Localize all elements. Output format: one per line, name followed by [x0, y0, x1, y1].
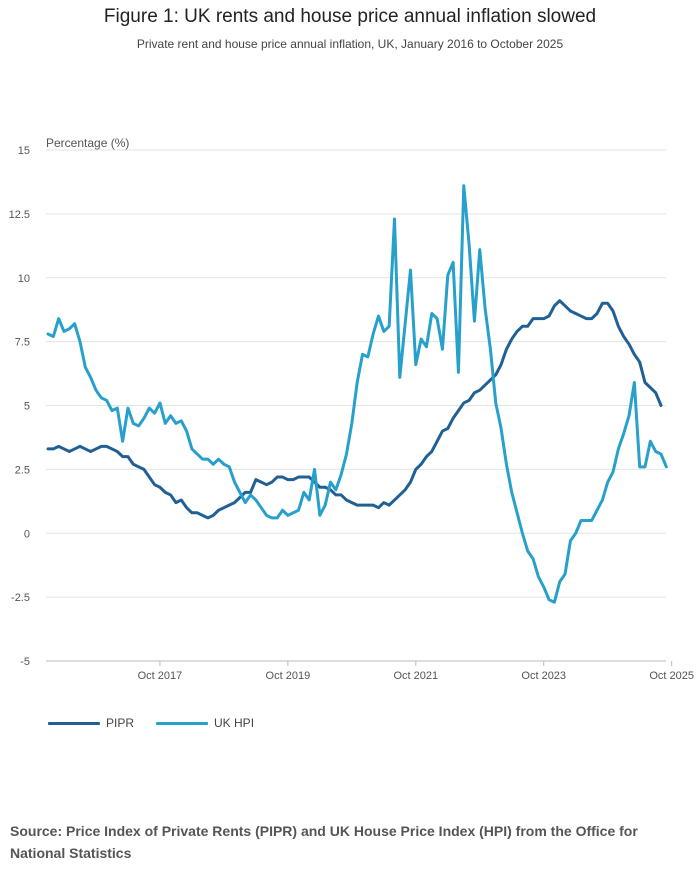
- chart-subtitle: Private rent and house price annual infl…: [136, 37, 564, 51]
- legend-item-uk-hpi: UK HPI: [156, 716, 254, 730]
- y-axis-label: Percentage (%): [46, 136, 129, 150]
- y-tick-label: -5: [20, 656, 30, 668]
- series-line-pipr: [46, 299, 663, 520]
- x-tick-label: Oct 2021: [393, 670, 438, 682]
- legend-swatch-pipr: [48, 721, 100, 725]
- y-tick-label: 12.5: [9, 209, 30, 221]
- y-tick-label: 10: [18, 273, 30, 285]
- y-tick-label: 5: [24, 401, 30, 413]
- legend-swatch-uk-hpi: [156, 721, 209, 725]
- y-tick-label: 0: [24, 528, 30, 540]
- y-tick-label: 2.5: [15, 464, 30, 476]
- legend-label-pipr: PIPR: [106, 716, 135, 730]
- source-note: Source: Price Index of Private Rents (PI…: [10, 823, 638, 861]
- series-line-uk-hpi: [46, 184, 668, 604]
- y-tick-label: 7.5: [15, 337, 30, 349]
- x-tick-label: Oct 2023: [521, 670, 566, 682]
- x-tick-label: Oct 2019: [266, 670, 311, 682]
- chart-title: Figure 1: UK rents and house price annua…: [103, 6, 597, 27]
- legend-item-pipr: PIPR: [48, 716, 134, 730]
- legend-label-uk-hpi: UK HPI: [214, 716, 255, 730]
- chart-legend: PIPR UK HPI: [48, 716, 276, 730]
- y-tick-label: -2.5: [11, 592, 30, 604]
- y-tick-label: 15: [18, 145, 30, 157]
- line-chart: -5 -2.5 0 2.5 5 7.5 10 12.5 15 Percentage (%) Oct …: [9, 136, 694, 682]
- x-tick-label: Oct 2017: [138, 670, 183, 682]
- x-tick-label: Oct 2025: [649, 670, 694, 682]
